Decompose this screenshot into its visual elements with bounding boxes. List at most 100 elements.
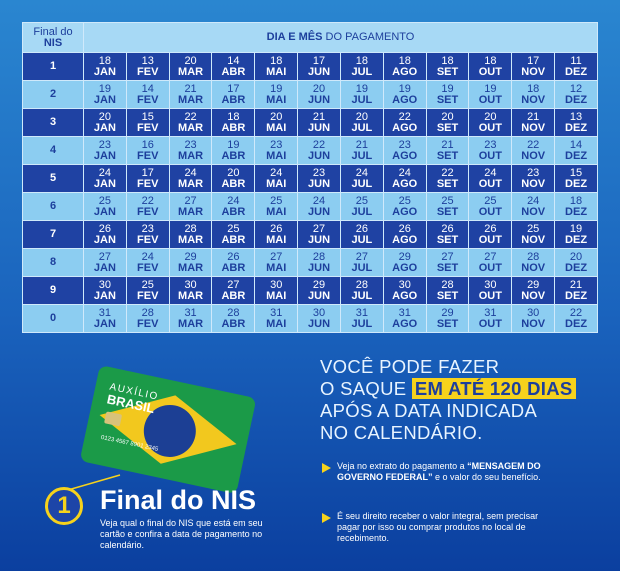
bullet-icon [322,463,331,473]
day: 28 [527,250,540,263]
day: 25 [441,194,454,207]
date-cell: 31 JUL [339,304,384,333]
date-cell: 24 OUT [468,164,513,193]
day: 20 [98,110,112,123]
date-cell: 25 OUT [468,192,513,221]
month: AGO [392,177,418,190]
month: FEV [137,121,159,134]
day: 18 [569,194,583,207]
date-cell: 27 MAI [254,248,299,277]
month: NOV [521,149,546,162]
table-row: 1 18 JAN 13 FEV 20 MAR 14 ABR 18 MAI 17 JUN 18 JUL 18 AG… [22,52,598,81]
nis-header: Final do NIS [22,22,84,53]
day: 18 [484,54,497,67]
month: MAI [266,93,287,106]
day: 25 [227,222,240,235]
day: 25 [141,278,154,291]
date-cell: 19 MAI [254,80,299,109]
month: JUN [308,289,331,302]
month: MAR [178,177,204,190]
date-cell: 24 JUN [297,192,341,221]
month: OUT [478,177,502,190]
date-cell: 22 DEZ [554,304,598,333]
day: 31 [484,306,497,319]
date-cell: 27 ABR [211,276,256,305]
day: 14 [227,54,240,67]
month: MAI [266,205,287,218]
day: 25 [355,194,368,207]
date-cell: 12 DEZ [554,80,598,109]
date-cell: 20 MAR [168,52,213,81]
bullet-text: e o valor do seu benefício. [435,472,541,482]
month: SET [436,233,459,246]
date-cell: 25 JUL [339,192,384,221]
day: 18 [398,54,411,67]
date-cell: 25 ABR [211,220,256,249]
day: 25 [527,222,540,235]
date-cell: 30 AGO [382,276,427,305]
month: NOV [521,317,546,330]
month: DEZ [565,289,588,302]
day: 17 [312,54,326,67]
date-cell: 21 DEZ [554,276,598,305]
date-cell: 23 OUT [468,136,513,165]
day: 27 [270,250,283,263]
date-cell: 29 JUN [297,276,341,305]
date-cell: 18 JAN [83,52,127,81]
month: MAR [178,65,204,78]
day: 18 [270,54,283,67]
month: AGO [392,233,418,246]
date-cell: 20 JUL [339,108,384,137]
date-cell: 20 ABR [211,164,256,193]
date-cell: 27 MAR [168,192,213,221]
date-cell: 28 SET [425,276,470,305]
date-cell: 25 FEV [125,276,170,305]
date-cell: 23 AGO [382,136,427,165]
nis-header-line: Final do [33,25,73,38]
month: MAR [178,205,204,218]
month: JAN [93,317,116,330]
date-cell: 25 SET [425,192,470,221]
month: JUL [351,205,373,218]
nis-cell: 7 [22,220,84,249]
date-cell: 28 ABR [211,304,256,333]
date-cell: 31 JAN [83,304,127,333]
month: MAR [178,149,204,162]
title-cell: DIA E MÊS DO PAGAMENTO [83,22,598,53]
month: SET [436,93,459,106]
month: JUL [351,149,373,162]
month: MAR [178,317,204,330]
date-cell: 22 SET [425,164,470,193]
nis-cell: 1 [22,52,84,81]
day: 22 [312,138,326,151]
date-cell: 26 SET [425,220,470,249]
date-cell: 20 OUT [468,108,513,137]
date-cell: 21 JUL [339,136,384,165]
date-cell: 18 JUL [339,52,384,81]
month: MAR [178,289,204,302]
day: 22 [569,306,583,319]
date-cell: 27 OUT [468,248,513,277]
nis-cell: 2 [22,80,84,109]
bullet-text: Veja no extrato do pagamento a [337,461,465,471]
month: OUT [478,121,502,134]
month: OUT [478,289,502,302]
step-number: 1 [45,487,83,525]
date-cell: 14 DEZ [554,136,598,165]
month: ABR [221,233,246,246]
day: 27 [441,250,454,263]
date-cell: 31 OUT [468,304,513,333]
notice-text: O SAQUE [320,378,407,399]
date-cell: 17 FEV [125,164,170,193]
notice-line: NO CALENDÁRIO. [320,422,483,443]
month: OUT [478,261,502,274]
month: JAN [93,233,116,246]
month: JUN [308,317,331,330]
day: 15 [569,166,583,179]
month: SET [436,177,459,190]
month: SET [436,149,459,162]
day: 31 [184,306,197,319]
day: 24 [98,166,112,179]
month: AGO [392,65,418,78]
date-cell: 26 JAN [83,220,127,249]
